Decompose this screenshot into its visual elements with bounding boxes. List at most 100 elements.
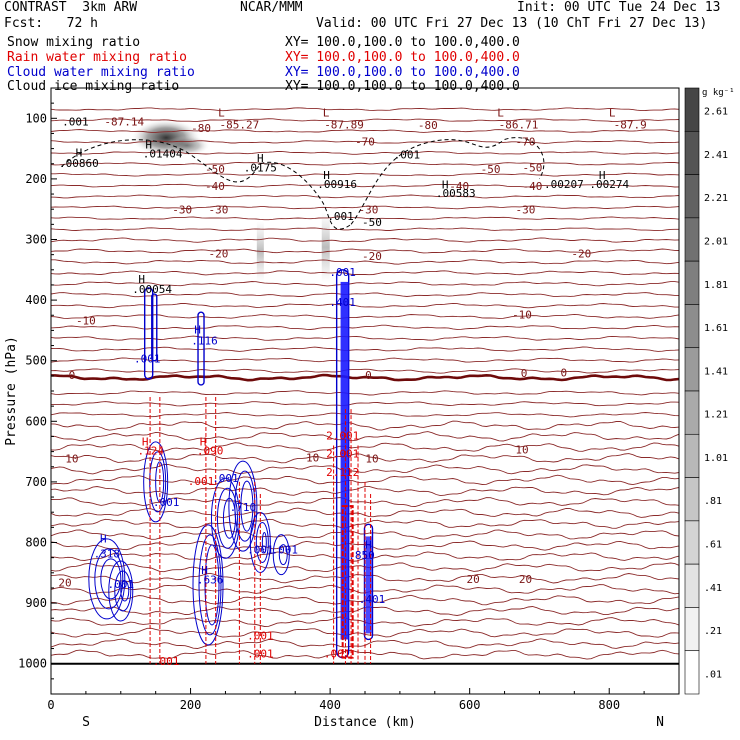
contour-label: .710 — [230, 501, 257, 514]
temperature-isoline — [50, 518, 680, 529]
legend-rain-xy: XY= 100.0,100.0 to 100.0,400.0 — [285, 50, 520, 65]
contour-label: .001 — [394, 148, 421, 161]
cloud-water-isoline — [216, 487, 238, 549]
x-tick-label: 200 — [180, 698, 202, 712]
colorbar-label: .01 — [704, 669, 722, 680]
contour-label: -30 — [172, 203, 192, 216]
temperature-isoline — [50, 161, 680, 166]
contour-label: -80 — [418, 119, 438, 132]
temperature-isoline — [51, 373, 680, 382]
north-label: N — [656, 715, 664, 730]
contour-label: .01404 — [143, 148, 183, 161]
temperature-isoline — [50, 216, 680, 221]
cloud-water-core — [365, 536, 372, 634]
contour-label: -50 — [481, 163, 501, 176]
contour-label: 2.001 — [326, 429, 359, 442]
colorbar-bin — [684, 347, 700, 392]
y-tick-label: 800 — [25, 536, 47, 550]
y-axis-label: Pressure (hPa) — [4, 336, 19, 446]
contour-label: -40 — [523, 180, 543, 193]
contour-label: -30 — [359, 203, 379, 216]
contour-label: -10 — [512, 308, 532, 321]
colorbar-bin — [684, 87, 700, 132]
contour-label: .00054 — [132, 283, 172, 296]
colorbar-label: .21 — [704, 626, 722, 637]
contour-label: -50 — [523, 162, 543, 175]
contour-label: .001 — [212, 472, 239, 485]
cloud-water-contours — [88, 269, 374, 659]
contour-label: .401 — [359, 593, 386, 606]
contour-label: H — [365, 539, 372, 552]
colorbar-label: 2.21 — [704, 193, 728, 204]
colorbar-label: 1.61 — [704, 323, 728, 334]
header-org: NCAR/MMM — [240, 0, 303, 15]
cloud-water-isoline — [204, 544, 220, 626]
contour-label: .850 — [348, 549, 375, 562]
temperature-low-marker: L — [609, 106, 616, 119]
contour-label: H — [323, 169, 330, 182]
colorbar-label: 1.41 — [704, 366, 728, 377]
contour-label: H — [442, 179, 449, 192]
cloud-ice-isoline — [504, 137, 545, 180]
contour-label: .001 — [153, 655, 180, 668]
temperature-low-value: -86.71 — [499, 118, 539, 131]
contour-label: .00274 — [589, 178, 629, 191]
temperature-isoline — [50, 442, 680, 453]
y-tick-label: 500 — [25, 354, 47, 368]
colorbar-bin — [684, 607, 700, 652]
temperature-isoline — [50, 453, 680, 464]
colorbar-label: 1.01 — [704, 453, 728, 464]
colorbar-unit: g kg⁻¹ — [702, 88, 735, 98]
contour-label: -70 — [516, 136, 536, 149]
contour-label: 2.112 — [326, 466, 359, 479]
contour-labels: .001 -87.14 -80 -80 -70 -70 -50 -50 -50 -40 -40 -40… — [58, 106, 646, 668]
colorbar-bin — [684, 433, 700, 478]
contour-label: .0175 — [244, 162, 277, 175]
colorbar-bin — [684, 477, 700, 522]
temperature-isoline — [50, 248, 680, 254]
cloud-water-isoline — [198, 534, 222, 636]
legend-cloud-ice-xy: XY= 100.0,100.0 to 100.0,400.0 — [285, 79, 520, 94]
contour-label: 20 — [58, 577, 71, 590]
temperature-low-marker: L — [323, 106, 330, 119]
colorbar-bin — [684, 130, 700, 175]
cloud-ice-contours — [61, 137, 545, 230]
contour-label: H — [194, 323, 201, 336]
cloud-water-isoline — [228, 460, 258, 552]
contour-label: H — [201, 564, 208, 577]
contour-label: 10 — [306, 451, 319, 464]
cloud-ice-isoline — [260, 161, 352, 230]
y-tick-label: 100 — [25, 111, 47, 125]
cloud-water-column — [197, 311, 205, 386]
cloud-water-isoline — [94, 548, 124, 610]
cloud-water-isoline — [192, 524, 224, 646]
contour-label: 0 — [365, 369, 372, 382]
colorbar: 2.61 2.41 2.21 2.01 1.81 1.61 1.41 1.21 1.01 .81.… — [684, 87, 735, 695]
contour-label: -20 — [209, 248, 229, 261]
colorbar-label: 2.01 — [704, 237, 728, 248]
temperature-isoline — [50, 313, 680, 319]
y-tick-label: 600 — [25, 414, 47, 428]
header-valid: Valid: 00 UTC Fri 27 Dec 13 (10 ChT Fri … — [316, 16, 708, 31]
temperature-low-value: -87.89 — [324, 118, 364, 131]
temperature-isoline — [50, 227, 679, 232]
colorbar-bin — [684, 563, 700, 608]
temperature-isoline — [50, 390, 680, 396]
header-fcst: Fcst: 72 h — [4, 16, 98, 31]
contour-label: .001 — [134, 353, 161, 366]
cloud-water-isoline — [88, 538, 126, 620]
colorbar-label: .81 — [704, 496, 722, 507]
temperature-isoline — [50, 401, 680, 407]
rain-water-core — [341, 505, 354, 659]
cloud-water-column — [151, 293, 158, 362]
contour-label: H — [200, 436, 207, 449]
temperature-low-value: -87.9 — [614, 118, 647, 131]
y-tick-label: 1000 — [18, 657, 47, 671]
colorbar-label: 1.21 — [704, 410, 728, 421]
contour-label: H — [100, 533, 107, 546]
temperature-isoline — [51, 259, 680, 265]
contour-label: -50 — [205, 163, 225, 176]
south-label: S — [82, 715, 90, 730]
contour-label: -80 — [191, 122, 211, 135]
